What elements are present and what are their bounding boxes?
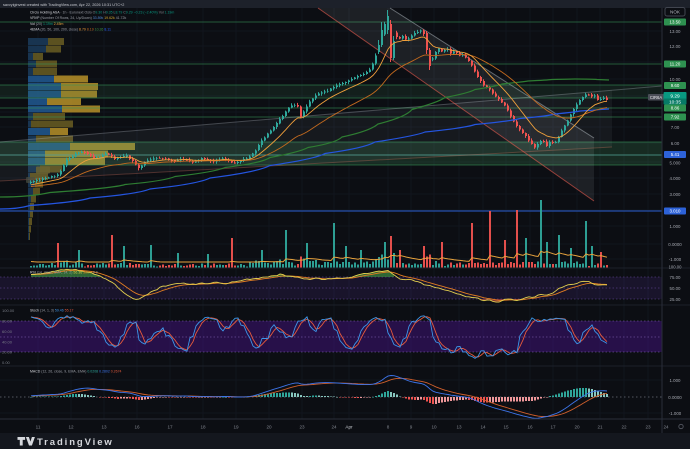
svg-text:TradingView: TradingView <box>37 437 114 448</box>
svg-text:16: 16 <box>134 424 140 429</box>
svg-text:5.000: 5.000 <box>670 160 682 165</box>
svg-text:75.00: 75.00 <box>670 275 682 280</box>
svg-text:12: 12 <box>68 424 74 429</box>
svg-text:9: 9 <box>410 424 413 429</box>
svg-text:4EMA (20, 50, 100, 200, close): 4EMA (20, 50, 100, 200, close) 8.79 8.19… <box>30 28 111 32</box>
svg-text:3.010: 3.010 <box>670 209 682 214</box>
svg-text:1.000: 1.000 <box>670 224 682 229</box>
svg-text:RSI (14, close, SMA, 14, 2) 56: RSI (14, close, SMA, 14, 2) 56.36 59.77 … <box>30 271 98 275</box>
svg-text:9.60: 9.60 <box>671 83 680 88</box>
svg-text:Circio Holding ASA · 1h · Euro: Circio Holding ASA · 1h · Euronext Oslo … <box>30 10 174 14</box>
svg-text:13: 13 <box>101 424 107 429</box>
svg-text:Apr: Apr <box>345 424 353 429</box>
svg-text:0.0000: 0.0000 <box>668 395 682 400</box>
svg-text:3.000: 3.000 <box>670 192 682 197</box>
svg-text:7.92: 7.92 <box>671 115 680 120</box>
svg-text:13: 13 <box>456 424 462 429</box>
svg-text:0.00: 0.00 <box>2 360 11 365</box>
svg-text:60.00: 60.00 <box>2 329 13 334</box>
svg-text:24: 24 <box>331 424 337 429</box>
svg-text:5.41: 5.41 <box>671 152 680 157</box>
svg-text:23: 23 <box>645 424 651 429</box>
svg-text:9.29: 9.29 <box>670 94 680 100</box>
svg-text:-1.000: -1.000 <box>669 411 682 416</box>
svg-text:14: 14 <box>480 424 486 429</box>
svg-text:50.00: 50.00 <box>670 286 682 291</box>
svg-text:10:35: 10:35 <box>669 100 681 106</box>
svg-text:MACD (12, 26, close, 9, EMA, E: MACD (12, 26, close, 9, EMA, EMA) 0.0208… <box>30 370 122 374</box>
svg-text:7.00: 7.00 <box>671 125 680 130</box>
svg-text:8.86: 8.86 <box>671 106 680 111</box>
svg-text:NOK: NOK <box>670 10 681 15</box>
svg-text:1.000: 1.000 <box>670 378 682 383</box>
svg-text:11: 11 <box>36 424 41 429</box>
svg-text:CIR6A: CIR6A <box>650 95 663 100</box>
svg-text:-1.000: -1.000 <box>669 257 682 262</box>
svg-text:20.00: 20.00 <box>2 350 13 355</box>
svg-text:20: 20 <box>574 424 580 429</box>
svg-text:100.00: 100.00 <box>2 308 15 313</box>
svg-text:17: 17 <box>550 424 556 429</box>
svg-text:18: 18 <box>200 424 206 429</box>
svg-text:Stoch (14, 1, 3) 59.46 55.17: Stoch (14, 1, 3) 59.46 55.17 <box>30 309 73 313</box>
svg-text:12.00: 12.00 <box>670 44 682 49</box>
svg-text:13.00: 13.00 <box>670 29 682 34</box>
svg-text:4.000: 4.000 <box>670 176 682 181</box>
svg-text:17: 17 <box>167 424 173 429</box>
svg-text:20: 20 <box>266 424 272 429</box>
svg-text:11.20: 11.20 <box>670 62 681 67</box>
svg-text:0.0000: 0.0000 <box>668 242 682 247</box>
svg-text:10.00: 10.00 <box>670 77 682 82</box>
svg-text:40.00: 40.00 <box>2 339 13 344</box>
svg-text:22: 22 <box>621 424 627 429</box>
svg-text:16: 16 <box>527 424 533 429</box>
svg-text:savvyiginvest created with Tra: savvyiginvest created with TradingView.c… <box>3 3 124 7</box>
svg-text:13.50: 13.50 <box>670 20 682 25</box>
svg-text:Vol (20) 1.19m 2.45m: Vol (20) 1.19m 2.45m <box>30 22 64 26</box>
svg-text:25.00: 25.00 <box>670 297 682 302</box>
svg-text:24: 24 <box>663 424 669 429</box>
svg-text:80.00: 80.00 <box>2 319 13 324</box>
svg-text:21: 21 <box>597 424 603 429</box>
svg-text:VRVP (Number Of Rows, 24, Up/D: VRVP (Number Of Rows, 24, Up/Down) 33.89… <box>30 16 126 20</box>
svg-text:10: 10 <box>431 424 437 429</box>
svg-text:15: 15 <box>503 424 509 429</box>
svg-text:23: 23 <box>299 424 305 429</box>
svg-text:6.00: 6.00 <box>671 141 680 146</box>
svg-text:8: 8 <box>387 424 390 429</box>
svg-text:19: 19 <box>233 424 239 429</box>
svg-text:100.00: 100.00 <box>669 264 682 269</box>
